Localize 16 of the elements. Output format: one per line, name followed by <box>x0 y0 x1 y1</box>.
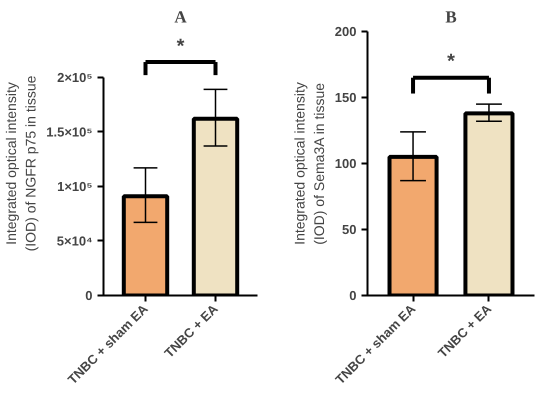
y-tick-label: 100 <box>334 156 357 171</box>
chart-title: A <box>174 8 188 26</box>
y-tick-label: 150 <box>334 90 357 105</box>
y-tick-label: 1×10⁵ <box>57 178 92 194</box>
y-tick-label: 0 <box>85 288 93 303</box>
y-tick-label: 2×10⁵ <box>57 70 92 85</box>
y-tick-label: 1.5×10⁵ <box>46 124 93 140</box>
y-tick-label: 5×10⁴ <box>56 233 93 248</box>
chart-title: B <box>445 8 457 26</box>
y-tick-label: 0 <box>349 288 357 303</box>
y-tick-label: 200 <box>334 24 357 39</box>
y-axis-title: Integrated optical intensity (IOD) of Sema3A in tissue <box>292 82 327 245</box>
y-tick-label: 50 <box>342 222 357 237</box>
text: * <box>176 36 185 58</box>
annotation: * <box>447 50 456 72</box>
y-axis-title: Integrated optical intensity (IOD) of NGFR p75 in tissue <box>3 75 38 252</box>
